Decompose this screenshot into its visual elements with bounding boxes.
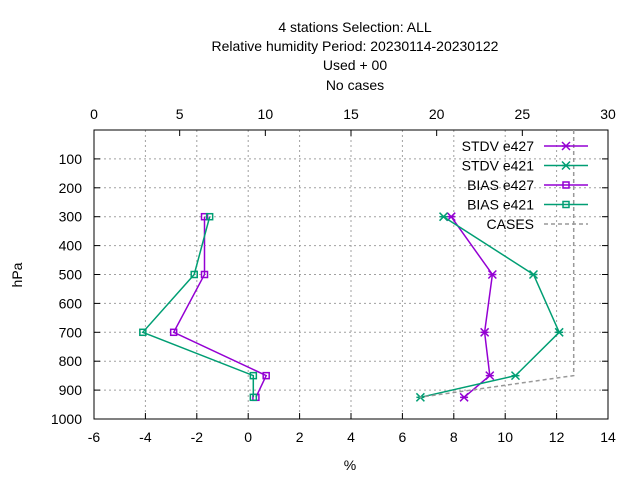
legend-label: STDV e421 bbox=[462, 158, 535, 174]
marker-square bbox=[200, 270, 209, 279]
title-line: Relative humidity Period: 20230114-20230… bbox=[212, 38, 499, 54]
legend-label: CASES bbox=[487, 216, 534, 232]
title-line: No cases bbox=[326, 77, 384, 93]
marker-xstar bbox=[485, 371, 495, 381]
legend-label: BIAS e427 bbox=[467, 177, 534, 193]
marker-xstar bbox=[510, 371, 521, 381]
series-layer bbox=[139, 130, 575, 402]
y-tick-label: 100 bbox=[59, 151, 83, 167]
x-tick-label: 6 bbox=[399, 429, 407, 445]
y-tick-label: 400 bbox=[59, 238, 83, 254]
y-tick-label: 900 bbox=[59, 382, 83, 398]
legend-item: BIAS e427 bbox=[467, 177, 588, 193]
y-axis-label: hPa bbox=[9, 262, 25, 287]
x-axis-top: 0 5 10 15 20 25 30 bbox=[90, 106, 616, 136]
x-tick-label: 2 bbox=[296, 429, 304, 445]
legend-item: STDV e427 bbox=[462, 138, 588, 154]
legend-item: STDV e421 bbox=[462, 158, 588, 174]
y-tick-label: 200 bbox=[59, 180, 83, 196]
marker-square bbox=[249, 371, 258, 380]
marker-xstar bbox=[554, 327, 564, 337]
series-line bbox=[419, 130, 575, 399]
x-tick-label: 10 bbox=[497, 429, 513, 445]
y-axis: 100 200 300 400 500 600 700 800 900 1000 bbox=[51, 151, 608, 427]
y-tick-label: 500 bbox=[59, 267, 83, 283]
x-axis-label: % bbox=[344, 457, 356, 473]
x2-tick-label: 25 bbox=[515, 106, 531, 122]
x-tick-label: -2 bbox=[191, 429, 204, 445]
marker-xstar bbox=[561, 160, 571, 171]
marker-square bbox=[169, 328, 178, 337]
x2-tick-label: 0 bbox=[90, 106, 98, 122]
marker-square bbox=[262, 371, 270, 380]
legend-label: STDV e427 bbox=[462, 138, 535, 154]
marker-xstar bbox=[561, 141, 571, 151]
marker-square bbox=[205, 212, 214, 221]
x2-tick-label: 30 bbox=[600, 106, 616, 122]
y-tick-label: 300 bbox=[59, 209, 83, 225]
y-tick-label: 600 bbox=[59, 295, 83, 311]
y-tick-label: 800 bbox=[59, 353, 83, 369]
marker-xstar bbox=[459, 392, 469, 402]
marker-square bbox=[249, 393, 258, 402]
x-tick-label: 8 bbox=[450, 429, 458, 445]
x2-tick-label: 10 bbox=[258, 106, 274, 122]
legend-item: BIAS e421 bbox=[467, 197, 588, 213]
marker-square bbox=[200, 212, 209, 221]
legend: STDV e427 STDV e421 BIAS e427 BIAS e421 CASE… bbox=[462, 138, 588, 232]
x-tick-label: -4 bbox=[139, 429, 152, 445]
marker-square bbox=[562, 181, 570, 189]
x-tick-label: 14 bbox=[600, 429, 616, 445]
x2-tick-label: 5 bbox=[176, 106, 184, 122]
marker-xstar bbox=[487, 269, 497, 280]
series-stdv-e427 bbox=[446, 212, 497, 402]
y-tick-label: 1000 bbox=[51, 411, 82, 427]
marker-xstar bbox=[528, 269, 539, 280]
marker-square bbox=[190, 270, 198, 279]
chart-title: 4 stations Selection: ALL Relative humid… bbox=[212, 19, 499, 93]
marker-square bbox=[139, 328, 147, 337]
marker-xstar bbox=[438, 212, 449, 222]
marker-square bbox=[562, 200, 570, 209]
legend-item: CASES bbox=[487, 216, 588, 232]
series-line bbox=[141, 216, 255, 398]
series-cases bbox=[419, 130, 575, 399]
x-tick-label: 12 bbox=[549, 429, 565, 445]
x-axis-bottom: -6 -4 -2 0 2 4 6 8 10 12 14 bbox=[88, 413, 616, 445]
x-tick-label: 0 bbox=[244, 429, 252, 445]
title-line: Used + 00 bbox=[323, 57, 387, 73]
series-stdv-e421 bbox=[415, 212, 564, 402]
legend-label: BIAS e421 bbox=[467, 197, 534, 213]
grid bbox=[94, 130, 608, 419]
series-bias-e421 bbox=[139, 212, 258, 402]
x-tick-label: 4 bbox=[347, 429, 355, 445]
x2-tick-label: 15 bbox=[343, 106, 359, 122]
y-tick-label: 700 bbox=[59, 324, 83, 340]
series-line bbox=[172, 216, 268, 398]
x-tick-label: -6 bbox=[88, 429, 101, 445]
title-line: 4 stations Selection: ALL bbox=[278, 19, 432, 35]
x2-tick-label: 20 bbox=[429, 106, 445, 122]
marker-xstar bbox=[480, 327, 490, 337]
